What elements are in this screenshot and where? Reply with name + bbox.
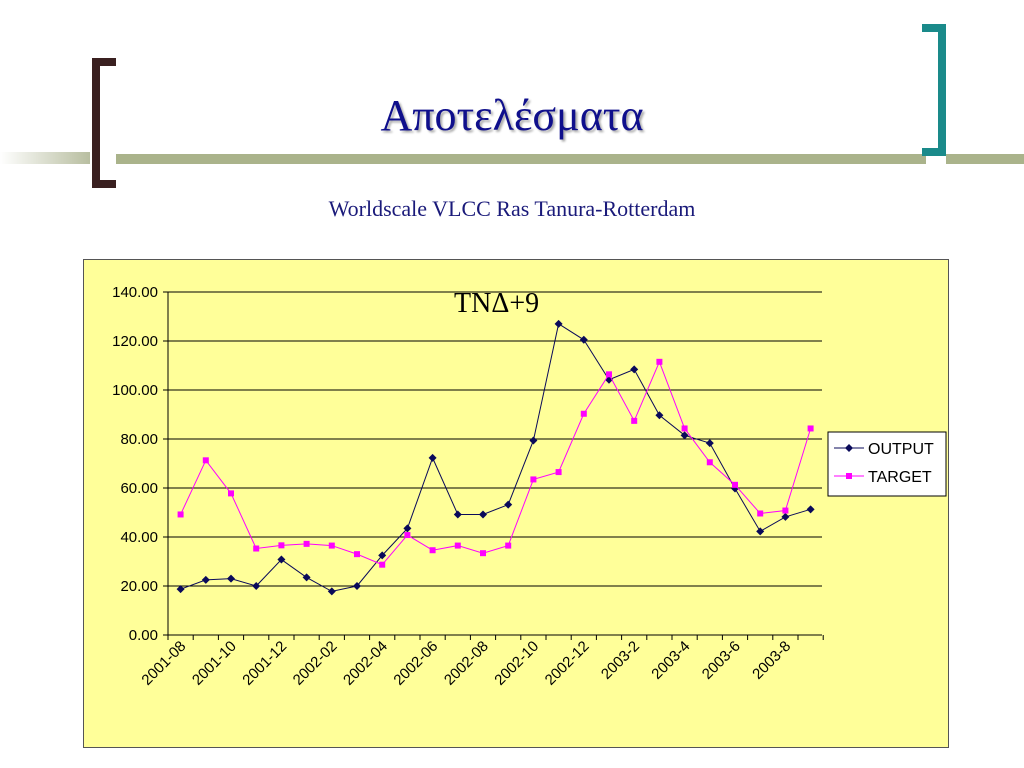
y-tick-label: 60.00 xyxy=(120,480,158,497)
data-point xyxy=(504,500,513,509)
title-underline xyxy=(116,154,926,164)
chart-annotation: TNΔ+9 xyxy=(454,288,539,319)
data-point xyxy=(176,585,185,594)
data-point xyxy=(379,561,386,568)
data-point xyxy=(429,547,436,554)
y-tick-label: 120.00 xyxy=(112,333,158,350)
data-point xyxy=(327,587,336,596)
data-point xyxy=(731,484,739,493)
data-point xyxy=(228,490,234,497)
x-tick-label: 2002-10 xyxy=(491,638,542,689)
data-point xyxy=(580,410,587,417)
data-point xyxy=(453,510,462,519)
data-point xyxy=(756,527,765,536)
y-tick-label: 140.00 xyxy=(112,284,158,301)
data-point xyxy=(277,555,286,564)
x-tick-label: 2001-10 xyxy=(189,638,240,689)
data-point xyxy=(529,436,538,445)
data-point xyxy=(403,524,412,533)
line-chart: 0.00 20.00 40.00 60.00 80.00 100.00 120.00 140.… xyxy=(112,284,947,689)
x-tick-label: 2001-12 xyxy=(239,638,290,689)
data-point xyxy=(303,540,310,547)
data-point xyxy=(479,510,487,519)
y-tick-label: 20.00 xyxy=(120,578,158,595)
y-tick-label: 100.00 xyxy=(112,382,158,399)
x-tick-label: 2002-02 xyxy=(290,638,341,689)
data-point xyxy=(253,545,260,552)
data-point xyxy=(757,510,764,517)
data-point xyxy=(354,551,360,558)
legend-box xyxy=(827,431,947,497)
data-point xyxy=(202,457,209,464)
y-tick-label: 80.00 xyxy=(120,431,158,448)
data-point xyxy=(706,459,713,466)
legend-marker xyxy=(845,444,853,452)
data-point xyxy=(806,505,815,514)
data-point xyxy=(555,469,562,476)
data-point xyxy=(428,453,437,462)
data-point xyxy=(680,431,689,440)
data-point xyxy=(656,358,663,365)
chart-subtitle: Worldscale VLCC Ras Tanura-Rotterdam xyxy=(328,196,696,221)
data-point xyxy=(579,335,588,344)
data-point xyxy=(378,551,387,560)
x-tick-label: 2003-8 xyxy=(749,638,794,683)
title-underline-left xyxy=(0,152,90,164)
data-point xyxy=(681,425,688,432)
data-point xyxy=(807,425,814,432)
data-point xyxy=(530,476,537,483)
x-tick-label: 2003-2 xyxy=(598,638,643,683)
data-point xyxy=(353,582,361,590)
legend-marker xyxy=(846,473,852,479)
series-line-output xyxy=(180,323,811,592)
data-point xyxy=(655,411,664,420)
data-point xyxy=(554,319,563,328)
x-tick-label: 2002-06 xyxy=(390,638,441,689)
data-point xyxy=(278,542,285,549)
data-point xyxy=(505,542,512,549)
y-tick-label: 0.00 xyxy=(129,627,158,644)
data-point xyxy=(605,375,613,384)
x-tick-label: 2002-12 xyxy=(542,638,593,689)
data-point xyxy=(201,575,210,584)
data-point xyxy=(630,365,639,374)
data-point xyxy=(227,574,235,583)
data-point xyxy=(404,532,411,539)
x-tick-label: 2003-6 xyxy=(699,638,744,683)
axes: 0.00 20.00 40.00 60.00 80.00 100.00 120.00 140.… xyxy=(112,284,824,689)
data-point xyxy=(631,417,638,424)
gridlines xyxy=(168,291,822,587)
title-underline-right xyxy=(946,154,1024,164)
data-point xyxy=(732,481,738,488)
y-tick-label: 40.00 xyxy=(120,529,158,546)
x-tick-label: 2002-08 xyxy=(441,638,492,689)
series-output xyxy=(176,319,815,596)
data-point xyxy=(177,511,184,518)
data-point xyxy=(328,542,335,549)
data-point xyxy=(781,512,790,521)
x-tick-label: 2001-08 xyxy=(138,638,189,689)
data-point xyxy=(782,507,789,514)
data-point xyxy=(252,582,261,590)
legend-label: TARGET xyxy=(868,469,932,486)
data-point xyxy=(606,371,612,378)
data-point xyxy=(705,439,714,448)
slide-title: Αποτελέσματα xyxy=(380,91,644,140)
data-point xyxy=(480,550,486,557)
series xyxy=(176,319,815,596)
data-point xyxy=(302,573,311,582)
right-bracket-decoration xyxy=(922,24,946,156)
left-bracket-decoration xyxy=(92,58,116,188)
legend: OUTPUT TARGET xyxy=(827,431,947,497)
series-target xyxy=(177,358,814,568)
legend-label: OUTPUT xyxy=(868,441,934,458)
series-line-target xyxy=(180,360,812,566)
chart-area: 0.00 20.00 40.00 60.00 80.00 100.00 120.00 140.… xyxy=(83,259,949,748)
x-tick-label: 2003-4 xyxy=(648,638,693,683)
data-point xyxy=(454,542,461,549)
x-tick-label: 2002-04 xyxy=(340,638,391,689)
